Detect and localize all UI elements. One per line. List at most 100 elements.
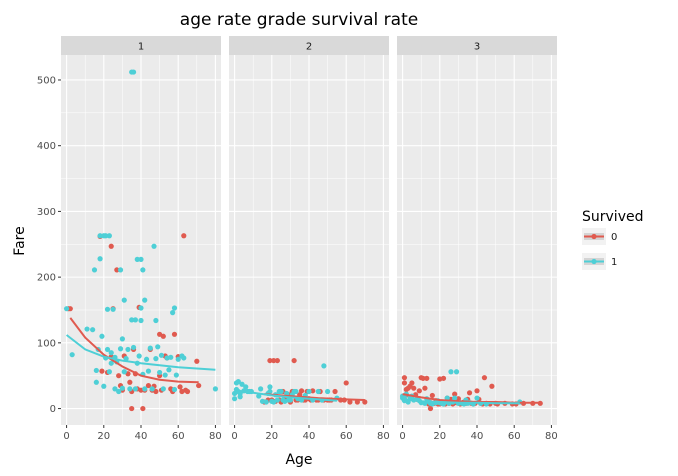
facet-strip [397,36,557,55]
data-point [138,256,144,262]
x-tick-label: 20 [265,431,278,442]
y-tick-label: 100 [37,338,56,349]
x-tick-label: 40 [303,431,316,442]
data-point [267,384,273,390]
data-point [153,356,159,362]
legend: Survived 0 1 [582,209,643,270]
data-point [116,388,122,395]
data-point [239,381,245,387]
data-point [212,386,219,392]
data-point [108,243,114,249]
data-point [181,233,187,239]
data-point [401,380,408,386]
data-point [104,346,111,353]
data-point [170,310,176,316]
data-point [103,233,109,239]
x-tick-label: 20 [97,431,110,442]
y-tick-label: 400 [37,141,56,152]
data-point [130,69,137,75]
data-point [127,386,133,392]
x-axis-label: Age [285,452,312,468]
data-point [177,384,183,390]
data-point [271,357,277,364]
data-point [140,267,146,273]
trend-line-1 [65,334,216,371]
data-point [231,396,238,402]
data-point [162,372,168,378]
facet-panel-1: 1 0 20 40 60 80 0 100 200 300 400 500 [37,36,222,442]
data-point [274,357,280,364]
data-point [237,394,243,400]
data-point [274,397,280,403]
x-tick-label: 0 [231,431,237,442]
data-point [153,388,159,395]
trend-line-0 [264,393,365,401]
data-point [132,317,139,323]
x-tick-label: 0 [63,431,69,442]
x-tick-label: 80 [377,431,390,442]
data-point [196,382,202,389]
y-tick-label: 0 [50,404,56,415]
data-point [474,388,480,394]
data-point [160,386,166,392]
data-point [448,369,454,375]
data-point [267,388,273,395]
data-point [84,326,90,332]
data-point [256,393,262,399]
data-point [171,305,178,311]
data-point [104,306,111,312]
facet-strip [229,36,389,55]
legend-item-label: 0 [611,232,617,243]
data-point [145,368,152,374]
data-point [160,333,166,339]
data-point [325,388,331,395]
x-tick-label: 80 [209,431,222,442]
facet-strip-label: 2 [306,42,312,53]
y-tick-label: 500 [37,75,56,86]
data-point [424,375,430,381]
trend-line-1 [234,389,337,402]
data-point [166,367,172,373]
data-point [142,297,148,303]
data-point [293,388,299,395]
data-point [112,386,118,392]
data-point [452,395,458,401]
trend-line-0 [69,317,199,384]
data-point [106,233,112,239]
data-point [108,350,114,356]
x-tick-label: 60 [172,431,185,442]
facet-panel-2: 20 20 40 60 80 [229,36,390,442]
data-point [136,353,142,359]
data-point [127,379,133,385]
data-point [291,357,297,364]
data-point [69,352,75,358]
data-point [97,233,103,239]
facet-strip-label: 3 [474,42,480,53]
data-point [130,344,137,351]
data-point [263,399,269,405]
data-point [117,267,124,273]
x-tick-label: 0 [399,431,405,442]
data-point [278,388,284,395]
data-point [347,399,353,405]
facet-strip [61,36,221,55]
x-tick-label: 20 [433,431,446,442]
x-tick-label: 40 [135,431,148,442]
data-point [194,358,200,364]
data-point [409,380,415,386]
data-point [184,388,191,395]
data-point [243,384,249,390]
data-point [332,388,338,395]
data-point [91,267,98,273]
data-point [101,383,107,389]
data-point [116,373,122,379]
data-point [173,372,179,378]
data-point [181,355,187,361]
data-point [427,405,434,412]
legend-item-label: 1 [611,257,617,268]
data-point [138,305,144,311]
data-point [110,306,116,312]
data-point [321,363,327,369]
